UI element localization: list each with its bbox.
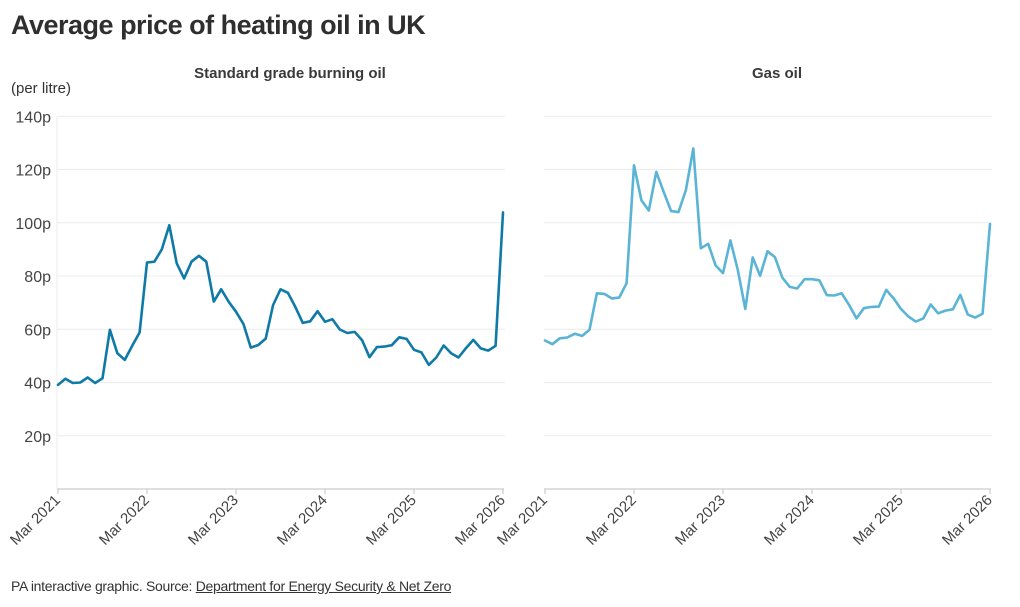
x-tick-label: Mar 2024 bbox=[761, 492, 818, 549]
x-tick-label: Mar 2022 bbox=[96, 492, 153, 549]
footer-credit: PA interactive graphic. Source: bbox=[11, 578, 196, 594]
x-tick-label: Mar 2025 bbox=[363, 492, 420, 549]
series-gas-oil bbox=[543, 147, 992, 346]
y-tick-label: 80p bbox=[24, 269, 51, 286]
x-axis-ticks: Mar 2021 Mar 2022 Mar 2023 Mar 2024 Mar 2025… bbox=[494, 492, 996, 549]
y-axis-unit-label: (per litre) bbox=[11, 80, 72, 97]
panel-gas-oil: Gas oil Mar 2021 Mar 2022 Mar 2023 Mar 2024… bbox=[494, 65, 996, 549]
x-tick-label: Mar 2023 bbox=[185, 492, 242, 549]
source-link[interactable]: Department for Energy Security & Net Zer… bbox=[195, 578, 452, 594]
x-axis bbox=[56, 116, 504, 494]
x-tick-label: Mar 2026 bbox=[939, 492, 996, 549]
series-standard-grade bbox=[56, 211, 505, 387]
y-axis-ticks: 20p 40p 60p 80p 100p 120p 140p bbox=[15, 109, 51, 445]
y-tick-label: 100p bbox=[15, 216, 51, 233]
panel-standard-grade: Standard grade burning oil 20p 40p 60p 80p 1… bbox=[7, 65, 509, 549]
grid-lines bbox=[544, 115, 992, 437]
y-tick-label: 40p bbox=[24, 376, 51, 393]
x-axis-ticks: Mar 2021 Mar 2022 Mar 2023 Mar 2024 Mar 2025… bbox=[7, 492, 509, 549]
footer: PA interactive graphic. Source: Departme… bbox=[11, 578, 451, 594]
x-tick-label: Mar 2022 bbox=[583, 492, 640, 549]
y-tick-label: 140p bbox=[15, 109, 51, 126]
chart-title: Average price of heating oil in UK bbox=[11, 10, 426, 40]
y-tick-label: 120p bbox=[15, 163, 51, 180]
y-tick-label: 20p bbox=[24, 429, 51, 446]
grid-lines bbox=[57, 115, 505, 437]
series-line bbox=[56, 211, 505, 387]
panel-title-gas-oil: Gas oil bbox=[752, 65, 802, 82]
x-tick-label: Mar 2021 bbox=[7, 492, 64, 549]
y-tick-label: 60p bbox=[24, 322, 51, 339]
series-line bbox=[543, 147, 992, 346]
x-axis bbox=[544, 488, 991, 494]
x-tick-label: Mar 2024 bbox=[274, 492, 331, 549]
x-tick-label: Mar 2023 bbox=[672, 492, 729, 549]
x-tick-label: Mar 2025 bbox=[850, 492, 907, 549]
panel-title-standard-grade: Standard grade burning oil bbox=[194, 65, 386, 82]
